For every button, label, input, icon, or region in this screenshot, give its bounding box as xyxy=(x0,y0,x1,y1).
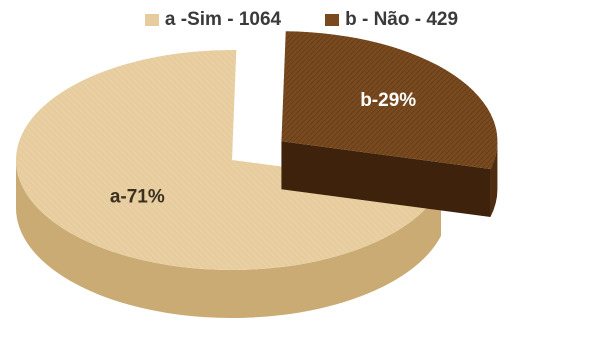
pie-slice-b-texture xyxy=(281,31,498,169)
pie-slice-b-cut-face xyxy=(281,141,491,217)
legend-entry-a: a -Sim - 1064 xyxy=(144,9,282,31)
pie-slice-a-side xyxy=(15,160,442,319)
legend-label-a: a -Sim - 1064 xyxy=(164,9,282,30)
legend-label-b: b - Não - 429 xyxy=(345,9,459,30)
pie-slice-b xyxy=(281,31,498,217)
legend: a -Sim - 1064 b - Não - 429 xyxy=(0,9,603,31)
legend-swatch-a xyxy=(144,14,159,26)
legend-swatch-b xyxy=(325,14,340,26)
slice-label-a: a-71% xyxy=(110,187,165,208)
slice-label-b: b-29% xyxy=(360,90,416,111)
pie-slice-a xyxy=(15,50,442,319)
pie-slice-a-texture xyxy=(15,50,442,270)
pie-slice-b-side xyxy=(490,141,498,217)
legend-entry-b: b - Não - 429 xyxy=(325,9,458,31)
